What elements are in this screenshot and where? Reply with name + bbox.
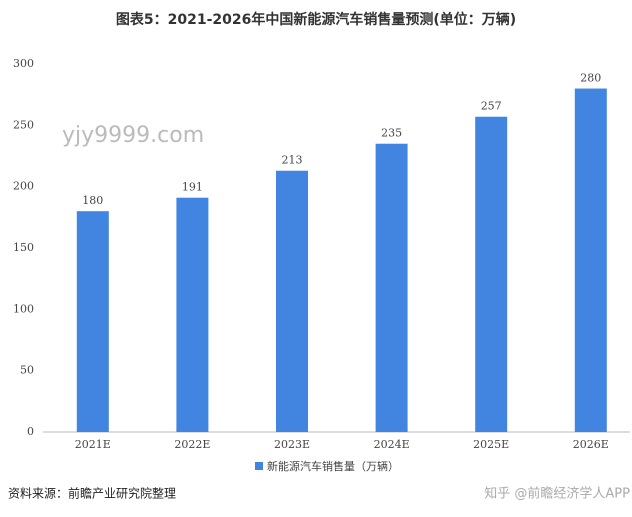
bar [176, 197, 209, 432]
x-tick-label: 2021E [75, 438, 111, 451]
y-tick-label: 50 [20, 364, 34, 377]
value-label: 213 [282, 154, 303, 167]
y-tick-label: 150 [13, 241, 34, 254]
bar [76, 211, 109, 432]
value-label: 235 [381, 127, 402, 140]
bar [375, 143, 408, 432]
legend-label: 新能源汽车销售量（万辆） [267, 459, 399, 473]
value-label: 257 [481, 100, 502, 113]
x-tick-label: 2025E [473, 438, 509, 451]
y-tick-label: 100 [13, 302, 34, 315]
bar [276, 170, 308, 432]
x-tick-label: 2022E [174, 438, 210, 451]
bar [574, 88, 607, 433]
watermark: yjy9999.com [62, 123, 204, 148]
legend-swatch [255, 462, 263, 470]
y-tick-label: 200 [13, 180, 34, 193]
y-tick-label: 250 [13, 118, 34, 131]
x-tick-label: 2026E [573, 438, 609, 451]
x-tick-label: 2023E [274, 438, 310, 451]
chart-title: 图表5：2021-2026年中国新能源汽车销售量预测(单位：万辆) [116, 11, 516, 28]
y-tick-label: 300 [13, 57, 34, 70]
value-label: 280 [580, 72, 601, 85]
watermark: 知乎 @前瞻经济学人APP [484, 486, 630, 502]
y-tick-label: 0 [27, 425, 34, 438]
value-label: 191 [182, 181, 203, 194]
source: 资料来源：前瞻产业研究院整理 [8, 486, 176, 501]
bar [475, 116, 508, 432]
value-label: 180 [82, 194, 103, 207]
x-tick-label: 2024E [374, 438, 410, 451]
